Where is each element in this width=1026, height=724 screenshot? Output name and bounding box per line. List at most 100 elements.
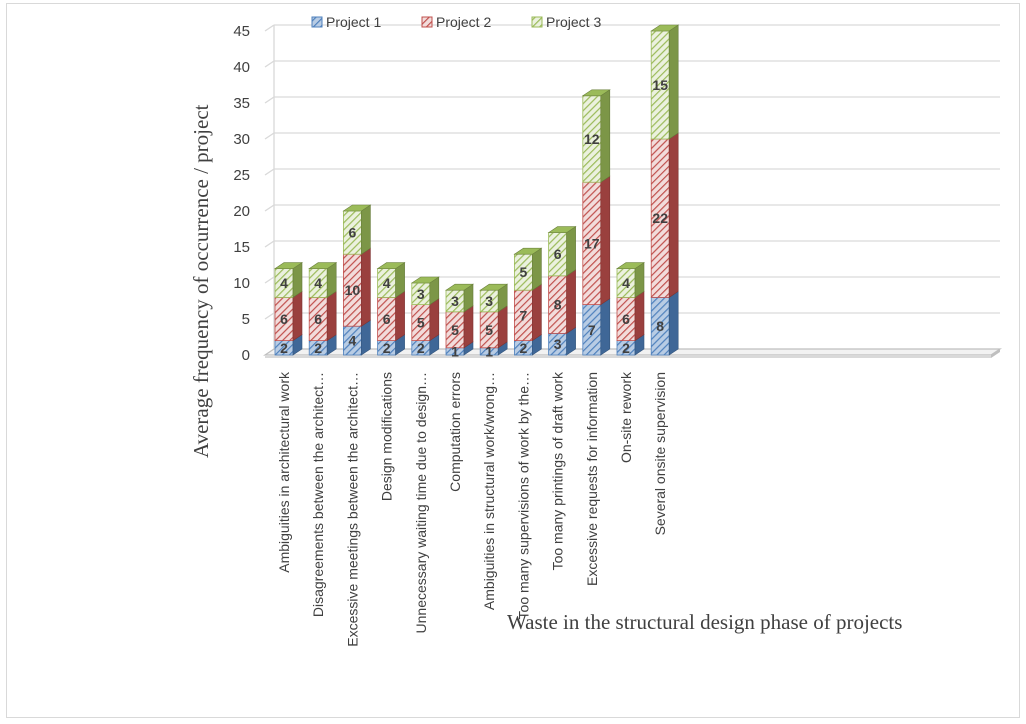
y-tick-label: 35 bbox=[233, 95, 250, 112]
bar-segment bbox=[342, 204, 372, 255]
data-label: 10 bbox=[345, 282, 361, 298]
floor-front bbox=[265, 355, 991, 358]
bar-side bbox=[600, 175, 611, 306]
bar-side bbox=[361, 204, 371, 255]
data-label: 2 bbox=[280, 340, 288, 356]
bar-side bbox=[600, 298, 611, 356]
legend-item: Project 2 bbox=[421, 14, 491, 30]
x-axis-category-labels: Ambiguities in architectural work Disagre… bbox=[276, 371, 668, 647]
data-label: 8 bbox=[656, 318, 664, 334]
x-tick-label: Ambiguities in structural work/wrong… bbox=[481, 372, 497, 610]
legend-label: Project 3 bbox=[546, 14, 601, 30]
bar-side bbox=[566, 269, 576, 334]
gridline-side bbox=[264, 60, 275, 68]
x-tick-label: Ambiguities in architectural work bbox=[276, 371, 292, 573]
data-label: 6 bbox=[383, 311, 391, 327]
bar-segment bbox=[513, 247, 543, 291]
data-label: 3 bbox=[485, 293, 493, 309]
legend-label: Project 2 bbox=[436, 14, 491, 30]
bar-segment bbox=[479, 305, 508, 349]
bar-segment bbox=[274, 262, 303, 298]
gridline-side bbox=[264, 276, 275, 284]
bar-segment bbox=[377, 290, 405, 342]
bar-segment bbox=[410, 276, 440, 306]
bar-top bbox=[410, 276, 440, 284]
x-tick-label: Too many printings of draft work bbox=[550, 371, 566, 570]
x-tick-label: Excessive meetings between the architect… bbox=[344, 372, 360, 647]
x-tick-label: Computation errors bbox=[447, 372, 463, 492]
legend-swatch bbox=[311, 16, 323, 28]
bar-top bbox=[513, 247, 543, 255]
data-label: 2 bbox=[417, 340, 425, 356]
data-label: 5 bbox=[451, 322, 459, 338]
y-tick-label: 10 bbox=[233, 275, 250, 292]
y-tick-label: 45 bbox=[233, 23, 250, 40]
bar-segment bbox=[616, 290, 645, 342]
x-tick-label: On-site rework bbox=[618, 371, 634, 463]
x-tick-label: Too many supervisions of work by the… bbox=[515, 372, 531, 619]
y-tick-label: 25 bbox=[233, 167, 250, 184]
bar-segment bbox=[445, 305, 474, 349]
bar-side bbox=[463, 305, 474, 349]
bar-segment bbox=[582, 298, 611, 356]
y-tick-label: 30 bbox=[233, 131, 250, 148]
chart-frame bbox=[6, 3, 1020, 718]
data-label: 8 bbox=[554, 297, 562, 313]
bar-segment bbox=[274, 290, 303, 342]
bar-top bbox=[479, 283, 509, 291]
data-label: 4 bbox=[383, 275, 391, 291]
legend-label: Project 1 bbox=[326, 14, 381, 30]
data-label: 5 bbox=[520, 264, 528, 280]
data-label: 4 bbox=[280, 275, 288, 291]
data-label: 17 bbox=[584, 235, 600, 251]
bar-segment bbox=[274, 334, 303, 356]
data-label: 3 bbox=[451, 293, 459, 309]
bar-side bbox=[668, 290, 679, 356]
bar-segment bbox=[616, 262, 645, 298]
y-tick-label: 20 bbox=[233, 203, 250, 220]
bar-segment bbox=[650, 290, 679, 356]
gridline-side bbox=[264, 168, 275, 176]
data-label: 5 bbox=[417, 315, 425, 331]
x-tick-label: Excessive requests for information bbox=[584, 372, 600, 586]
data-label: 6 bbox=[554, 246, 562, 262]
data-label: 6 bbox=[349, 225, 357, 241]
y-axis-title: Average frequency of occurrence / projec… bbox=[189, 104, 213, 458]
data-label: 7 bbox=[588, 322, 596, 338]
data-label: 2 bbox=[383, 340, 391, 356]
bar-side bbox=[668, 24, 679, 140]
bar-top bbox=[308, 262, 338, 269]
bar-segment bbox=[650, 24, 680, 140]
gridline-side bbox=[264, 132, 275, 140]
legend: Project 1 Project 2 Project 3 bbox=[311, 14, 601, 30]
data-label: 22 bbox=[652, 210, 668, 226]
gridline-side bbox=[264, 204, 275, 212]
bar-segment bbox=[548, 326, 576, 356]
legend-swatch bbox=[421, 16, 433, 28]
bar-segment bbox=[445, 283, 474, 313]
bar-side bbox=[395, 290, 405, 342]
gridlines bbox=[264, 24, 1000, 349]
data-label: 4 bbox=[622, 275, 630, 291]
legend-swatch bbox=[531, 16, 543, 28]
data-label: 3 bbox=[554, 336, 562, 352]
bar-segment bbox=[650, 132, 679, 298]
data-label: 1 bbox=[485, 343, 493, 359]
floor-side bbox=[991, 349, 1000, 358]
data-label: 2 bbox=[622, 340, 630, 356]
bar-segment bbox=[308, 334, 337, 356]
bar-top bbox=[616, 262, 645, 269]
y-tick-label: 15 bbox=[233, 239, 250, 256]
bar-segment bbox=[342, 319, 371, 356]
y-tick-label: 40 bbox=[233, 59, 250, 76]
data-label: 6 bbox=[314, 311, 322, 327]
bar-top bbox=[445, 283, 474, 291]
bar-side bbox=[497, 305, 508, 349]
bar-segment bbox=[479, 283, 509, 313]
bar-segment bbox=[514, 283, 542, 342]
x-tick-label: Several onsite supervision bbox=[652, 372, 668, 535]
bar-top bbox=[581, 89, 611, 97]
bars bbox=[274, 24, 680, 356]
legend-item: Project 3 bbox=[531, 14, 601, 30]
bar-segment bbox=[376, 262, 406, 298]
